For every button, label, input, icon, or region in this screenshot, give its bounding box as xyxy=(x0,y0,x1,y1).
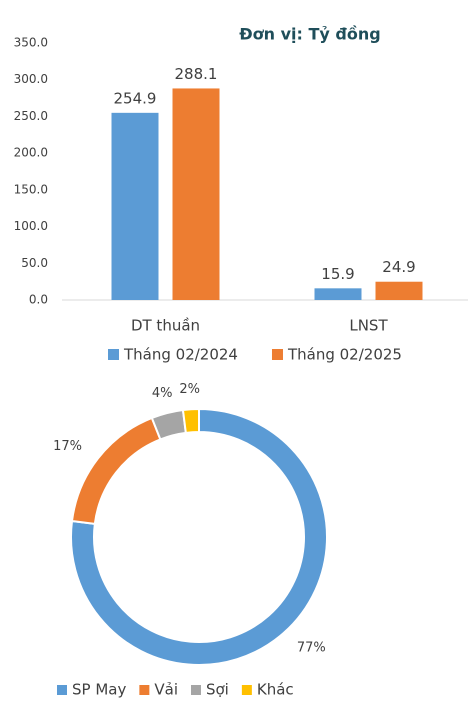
value-label: 4% xyxy=(152,386,173,401)
y-tick-label: 300.0 xyxy=(14,72,48,86)
value-label: 24.9 xyxy=(382,258,415,276)
y-tick-label: 250.0 xyxy=(14,109,48,123)
legend-swatch xyxy=(190,685,201,695)
legend-label: Sợi xyxy=(206,681,229,699)
x-tick-label: DT thuần xyxy=(131,317,200,335)
value-label: 288.1 xyxy=(175,65,218,83)
value-label: 77% xyxy=(297,641,326,656)
value-label: 254.9 xyxy=(114,89,157,107)
legend-swatch xyxy=(139,685,150,695)
y-tick-label: 50.0 xyxy=(21,256,48,270)
legend-label: SP May xyxy=(72,681,126,699)
legend-label: Khác xyxy=(257,681,294,699)
legend-swatch xyxy=(108,349,119,360)
annotation: Đơn vị: Tỷ đồng xyxy=(239,25,380,44)
y-tick-label: 0.0 xyxy=(29,293,48,307)
bar xyxy=(375,281,423,300)
value-label: 15.9 xyxy=(321,265,354,283)
legend-swatch xyxy=(271,349,283,360)
donut-slice xyxy=(70,416,162,525)
x-tick-label: LNST xyxy=(349,317,388,335)
value-label: 17% xyxy=(53,439,82,454)
y-tick-label: 100.0 xyxy=(14,219,48,233)
bar xyxy=(172,88,220,300)
legend-swatch xyxy=(241,685,252,695)
value-label: 2% xyxy=(179,382,200,397)
donut-slice xyxy=(181,407,200,434)
legend-swatch xyxy=(57,685,67,695)
legend-label: Tháng 02/2025 xyxy=(287,346,402,364)
bar xyxy=(111,112,159,301)
legend-label: Vải xyxy=(154,681,178,699)
y-tick-label: 350.0 xyxy=(14,36,48,50)
bar xyxy=(314,288,362,300)
legend-label: Tháng 02/2024 xyxy=(123,346,238,364)
donut-slice xyxy=(70,407,328,666)
y-tick-label: 150.0 xyxy=(14,182,48,196)
y-tick-label: 200.0 xyxy=(14,146,48,160)
